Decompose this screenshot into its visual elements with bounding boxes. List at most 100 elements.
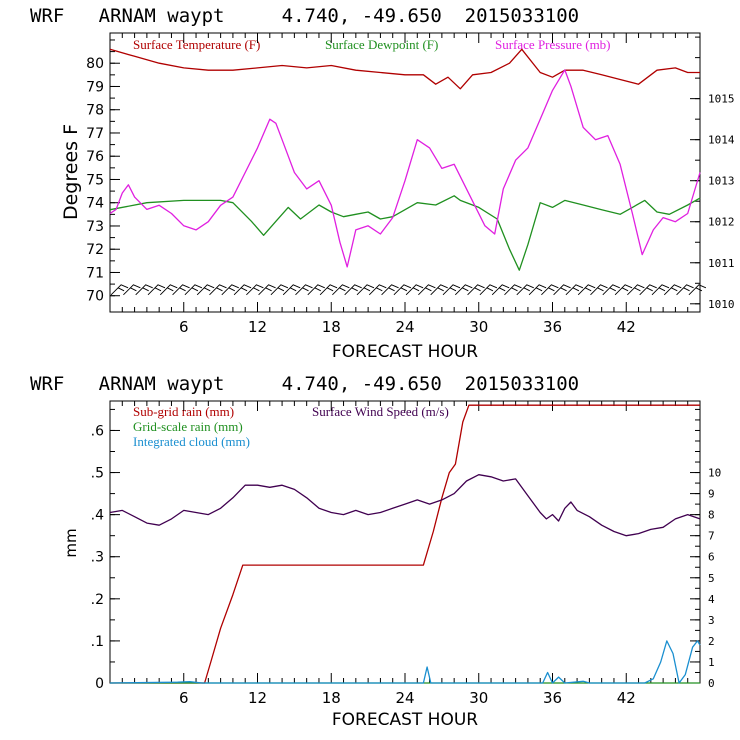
wind-barb: [270, 284, 289, 296]
wind-barb: [319, 284, 338, 296]
y2-tick-label: 4: [708, 593, 715, 606]
bottom-x-ticks: 6 12 18 24 30 36 42: [121, 401, 689, 707]
y-tick-label: 80: [86, 56, 104, 72]
bottom-y2-ticks: 0 1 2 3 4 5 6 7 8 9 10: [690, 408, 721, 690]
series-line-surface-temperature: [109, 48, 700, 90]
wind-barbs: [110, 284, 707, 296]
y2-tick-label: 8: [708, 509, 715, 522]
x-tick-label: 18: [322, 318, 341, 336]
y-tick-label: .6: [91, 423, 104, 439]
y2-tick-label: 6: [708, 551, 715, 564]
wind-barb: [688, 284, 707, 296]
wind-barb: [602, 284, 620, 296]
legend-sub-grid-rain: Sub-grid rain (mm): [133, 404, 234, 419]
temperature-chart: WRF ARNAM waypt 4.740, -49.650 201503310…: [30, 5, 735, 362]
wind-barb: [295, 284, 313, 296]
bottom-chart-title: WRF ARNAM waypt 4.740, -49.650 201503310…: [30, 373, 579, 395]
wind-barb: [504, 284, 522, 296]
wind-barb: [553, 284, 571, 296]
y2-tick-label: 10: [708, 467, 721, 480]
wind-barb: [651, 284, 670, 296]
x-tick-label: 36: [543, 318, 562, 336]
x-tick-label: 6: [179, 689, 189, 707]
y2-tick-label: 5: [708, 572, 715, 585]
wind-barb: [467, 284, 485, 296]
wind-barb: [442, 284, 461, 296]
legend-surface-wind-speed: Surface Wind Speed (m/s): [312, 404, 449, 419]
wind-barb: [393, 284, 412, 296]
wind-barb: [663, 284, 682, 296]
x-tick-label: 30: [469, 318, 488, 336]
y-tick-label: 70: [86, 289, 104, 305]
wind-barb: [639, 284, 657, 296]
top-x-ticks: 6 12 18 24 30 36 42: [121, 33, 689, 336]
wind-barb: [479, 284, 498, 296]
wind-barb: [418, 284, 436, 296]
y-tick-label: 0: [95, 676, 104, 692]
y-tick-label: .5: [91, 466, 104, 482]
wind-barb: [454, 284, 473, 296]
y2-tick-label: 1013: [708, 175, 735, 188]
top-chart-title: WRF ARNAM waypt 4.740, -49.650 201503310…: [30, 5, 579, 27]
series-line-surface-wind-speed: [109, 474, 701, 537]
x-tick-label: 30: [469, 689, 488, 707]
top-y-axis-label: Degrees F: [60, 124, 82, 220]
y2-tick-label: 0: [708, 677, 715, 690]
legend-surface-dewpoint: Surface Dewpoint (F): [325, 37, 438, 52]
x-tick-label: 24: [395, 318, 414, 336]
wind-barb: [344, 284, 362, 296]
y-tick-label: 75: [86, 172, 104, 188]
wind-barb: [676, 284, 694, 296]
x-tick-label: 18: [322, 689, 341, 707]
y2-tick-label: 1011: [708, 257, 735, 270]
y2-tick-label: 9: [708, 488, 715, 501]
top-series: [109, 48, 701, 271]
y-tick-label: .3: [91, 550, 104, 566]
wind-barb: [184, 284, 203, 296]
x-tick-label: 12: [248, 689, 267, 707]
series-line-integrated-cloud: [109, 640, 701, 684]
wind-barb: [381, 284, 399, 296]
wind-barb: [258, 284, 276, 296]
wind-barb: [246, 284, 264, 296]
wind-barb: [147, 284, 166, 296]
bottom-legend: Sub-grid rain (mm) Grid-scale rain (mm) …: [133, 404, 449, 449]
y-tick-label: 72: [86, 242, 104, 258]
wind-barb: [209, 284, 227, 296]
wind-barb: [614, 284, 633, 296]
wind-barb: [405, 284, 424, 296]
wind-barb: [516, 284, 534, 296]
y-tick-label: .1: [91, 634, 104, 650]
wind-barb: [528, 284, 547, 296]
bottom-series: [109, 404, 701, 684]
wind-barb: [135, 284, 153, 296]
wind-barb: [627, 284, 645, 296]
wind-barb: [590, 284, 608, 296]
series-line-surface-dewpoint: [109, 195, 701, 271]
y2-tick-label: 1012: [708, 216, 735, 229]
bottom-x-axis-label: FORECAST HOUR: [332, 710, 478, 730]
wind-barb: [123, 284, 141, 296]
wind-barb: [368, 284, 387, 296]
y-tick-label: .4: [91, 508, 104, 524]
y2-tick-label: 7: [708, 530, 715, 543]
wind-barb: [282, 284, 301, 296]
wind-barb: [577, 284, 596, 296]
x-tick-label: 6: [179, 318, 189, 336]
y2-tick-label: 1015: [708, 93, 735, 106]
wind-barb: [110, 284, 129, 296]
y-tick-label: 73: [86, 219, 104, 235]
y-tick-label: 77: [86, 126, 104, 142]
y2-tick-label: 3: [708, 614, 715, 627]
series-line-surface-pressure: [109, 69, 701, 268]
wind-barb: [491, 284, 510, 296]
bottom-y-axis-label: mm: [62, 528, 80, 557]
rain-wind-chart: WRF ARNAM waypt 4.740, -49.650 201503310…: [30, 373, 721, 730]
legend-surface-pressure: Surface Pressure (mb): [495, 37, 611, 52]
x-tick-label: 42: [617, 318, 636, 336]
wind-barb: [541, 284, 559, 296]
bottom-y-ticks: 0 .1 .2 .3 .4 .5 .6: [91, 408, 120, 692]
wind-barb: [307, 284, 325, 296]
wind-barb: [332, 284, 350, 296]
